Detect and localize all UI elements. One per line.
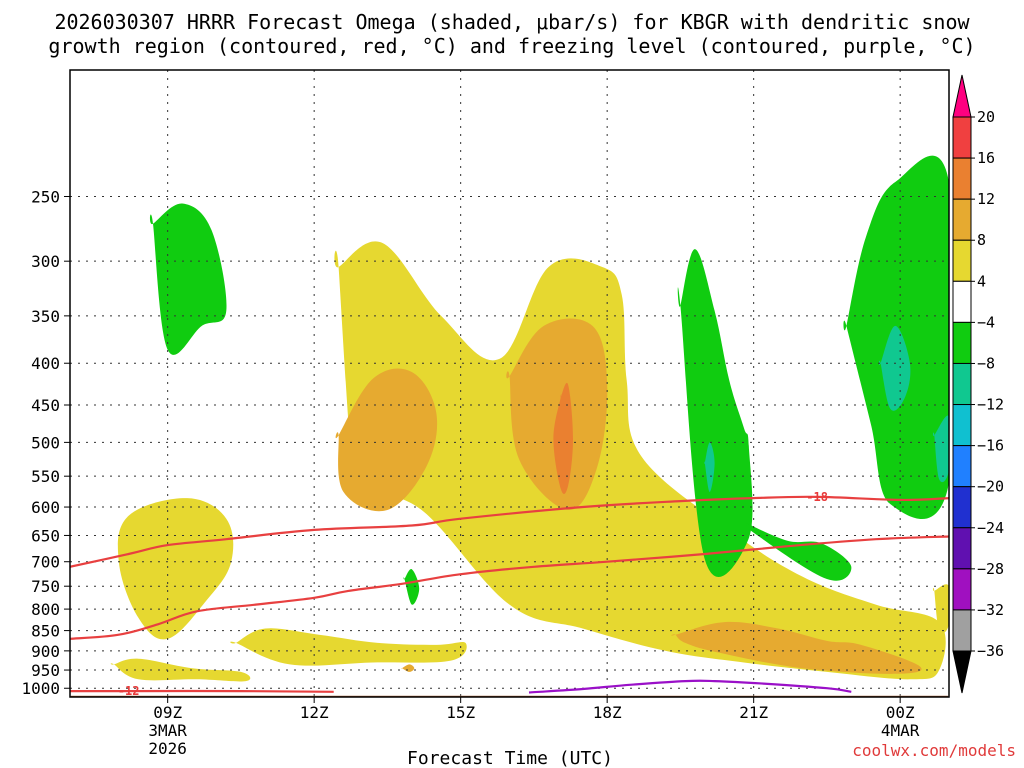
colorbar-label-1: 16: [977, 149, 995, 167]
x-tick-label-21-0: 21Z: [739, 703, 768, 722]
credit-text: coolwx.com/models: [852, 741, 1016, 760]
y-tick-label-250: 250: [31, 188, 60, 207]
omega-region-4-2: [230, 628, 467, 666]
y-tick-label-700: 700: [31, 553, 60, 572]
y-tick-label-1000: 1000: [21, 679, 60, 698]
chart-title-line-1: 2026030307 HRRR Forecast Omega (shaded, …: [54, 10, 970, 34]
y-tick-label-450: 450: [31, 396, 60, 415]
plot-frame: [69, 69, 950, 698]
chart-title-line-2: growth region (contoured, red, °C) and f…: [48, 34, 975, 58]
colorbar-label-8: −16: [977, 437, 1004, 455]
x-tick-label-24-1: 4MAR: [881, 721, 920, 740]
colorbar-label-10: −24: [977, 519, 1004, 537]
colorbar-swatch-9: [952, 486, 972, 529]
omega-region-8-5: [335, 368, 438, 512]
colorbar-swatch-0: [952, 116, 972, 159]
y-tick-label-400: 400: [31, 354, 60, 373]
x-tick-label-18-0: 18Z: [593, 703, 622, 722]
colorbar-swatch-8: [952, 445, 972, 488]
y-tick-label-850: 850: [31, 622, 60, 641]
omega-region-8-7: [671, 621, 922, 674]
y-tick-label-550: 550: [31, 467, 60, 486]
x-tick-label-9-2: 2026: [148, 739, 187, 758]
colorbar-label-9: −20: [977, 478, 1004, 496]
omega-region-12-9: [553, 382, 573, 495]
y-tick-label-600: 600: [31, 498, 60, 517]
colorbar-swatch-5: [952, 321, 972, 364]
colorbar-swatch-3: [952, 239, 972, 282]
colorbar-label-3: 8: [977, 231, 986, 249]
omega-region-neg4-14: [403, 569, 420, 605]
y-tick-label-300: 300: [31, 252, 60, 271]
colorbar-label-7: −12: [977, 396, 1004, 414]
y-tick-label-500: 500: [31, 433, 60, 452]
colorbar-swatch-4: [952, 280, 972, 323]
colorbar-label-6: −8: [977, 354, 995, 372]
x-tick-label-15-0: 15Z: [446, 703, 475, 722]
contour-line-1: [70, 535, 949, 640]
y-tick-label-350: 350: [31, 307, 60, 326]
omega-region-neg4-12: [745, 522, 852, 581]
colorbar-swatch-10: [952, 527, 972, 570]
omega-region-4-1: [334, 241, 946, 680]
contour-label-neg18: -18: [806, 490, 828, 504]
y-tick-label-800: 800: [31, 600, 60, 619]
colorbar-label-13: −36: [977, 642, 1004, 660]
y-tick-label-650: 650: [31, 526, 60, 545]
omega-region-4-0: [117, 498, 234, 640]
colorbar-swatch-2: [952, 198, 972, 241]
omega-region-neg8-17: [932, 415, 949, 483]
colorbar-swatch-6: [952, 362, 972, 406]
omega-region-8-8: [401, 664, 415, 672]
x-tick-label-12-0: 12Z: [300, 703, 329, 722]
y-axis: 2503003504004505005506006507007508008509…: [21, 188, 70, 698]
contour-label-neg12: -12: [118, 684, 140, 698]
contour-lines: [70, 495, 949, 694]
colorbar-label-2: 12: [977, 190, 995, 208]
colorbar: 20 16 12 8 4 −4 −8 −12 −16 −20 −24 −28 −32 −36: [952, 74, 1004, 694]
omega-region-neg4-11: [677, 249, 753, 577]
omega-region-4-4: [932, 584, 949, 634]
x-axis-title: Forecast Time (UTC): [407, 748, 613, 768]
y-tick-label-950: 950: [31, 661, 60, 680]
y-tick-label-900: 900: [31, 642, 60, 661]
omega-region-neg4-10: [149, 203, 227, 355]
colorbar-swatch-11: [952, 568, 972, 611]
colorbar-bottom-arrow: [952, 650, 972, 694]
x-tick-label-9-0: 09Z: [153, 703, 182, 722]
colorbar-label-5: −4: [977, 313, 995, 331]
x-tick-label-24-0: 00Z: [886, 703, 915, 722]
grid-lines: [70, 70, 949, 697]
colorbar-label-11: −28: [977, 560, 1004, 578]
x-tick-label-9-1: 3MAR: [148, 721, 187, 740]
contour-labels: -18 -12: [118, 490, 828, 698]
contour-line-2: [70, 689, 334, 693]
colorbar-swatch-1: [952, 157, 972, 200]
colorbar-swatch-7: [952, 404, 972, 447]
contour-line-3: [528, 679, 852, 694]
omega-region-neg8-16: [704, 442, 715, 492]
colorbar-label-12: −32: [977, 601, 1004, 619]
contour-line-0: [70, 495, 949, 568]
y-tick-label-750: 750: [31, 577, 60, 596]
omega-fills: [110, 155, 949, 682]
omega-region-4-3: [110, 658, 251, 682]
colorbar-swatch-12: [952, 609, 972, 652]
colorbar-label-0: 20: [977, 108, 995, 126]
colorbar-label-4: 4: [977, 272, 986, 290]
omega-region-neg8-15: [878, 325, 911, 411]
